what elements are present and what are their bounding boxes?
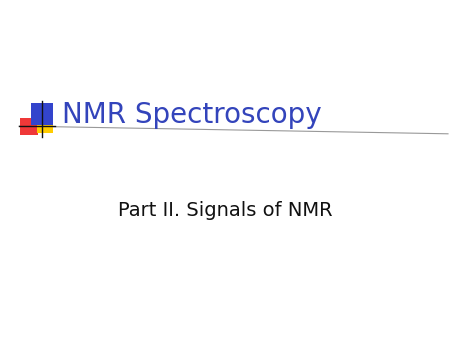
Bar	[37, 118, 54, 133]
Bar	[32, 103, 54, 125]
Bar	[20, 118, 38, 135]
Text: Part II. Signals of NMR: Part II. Signals of NMR	[118, 200, 332, 219]
Text: NMR Spectroscopy: NMR Spectroscopy	[62, 101, 322, 129]
